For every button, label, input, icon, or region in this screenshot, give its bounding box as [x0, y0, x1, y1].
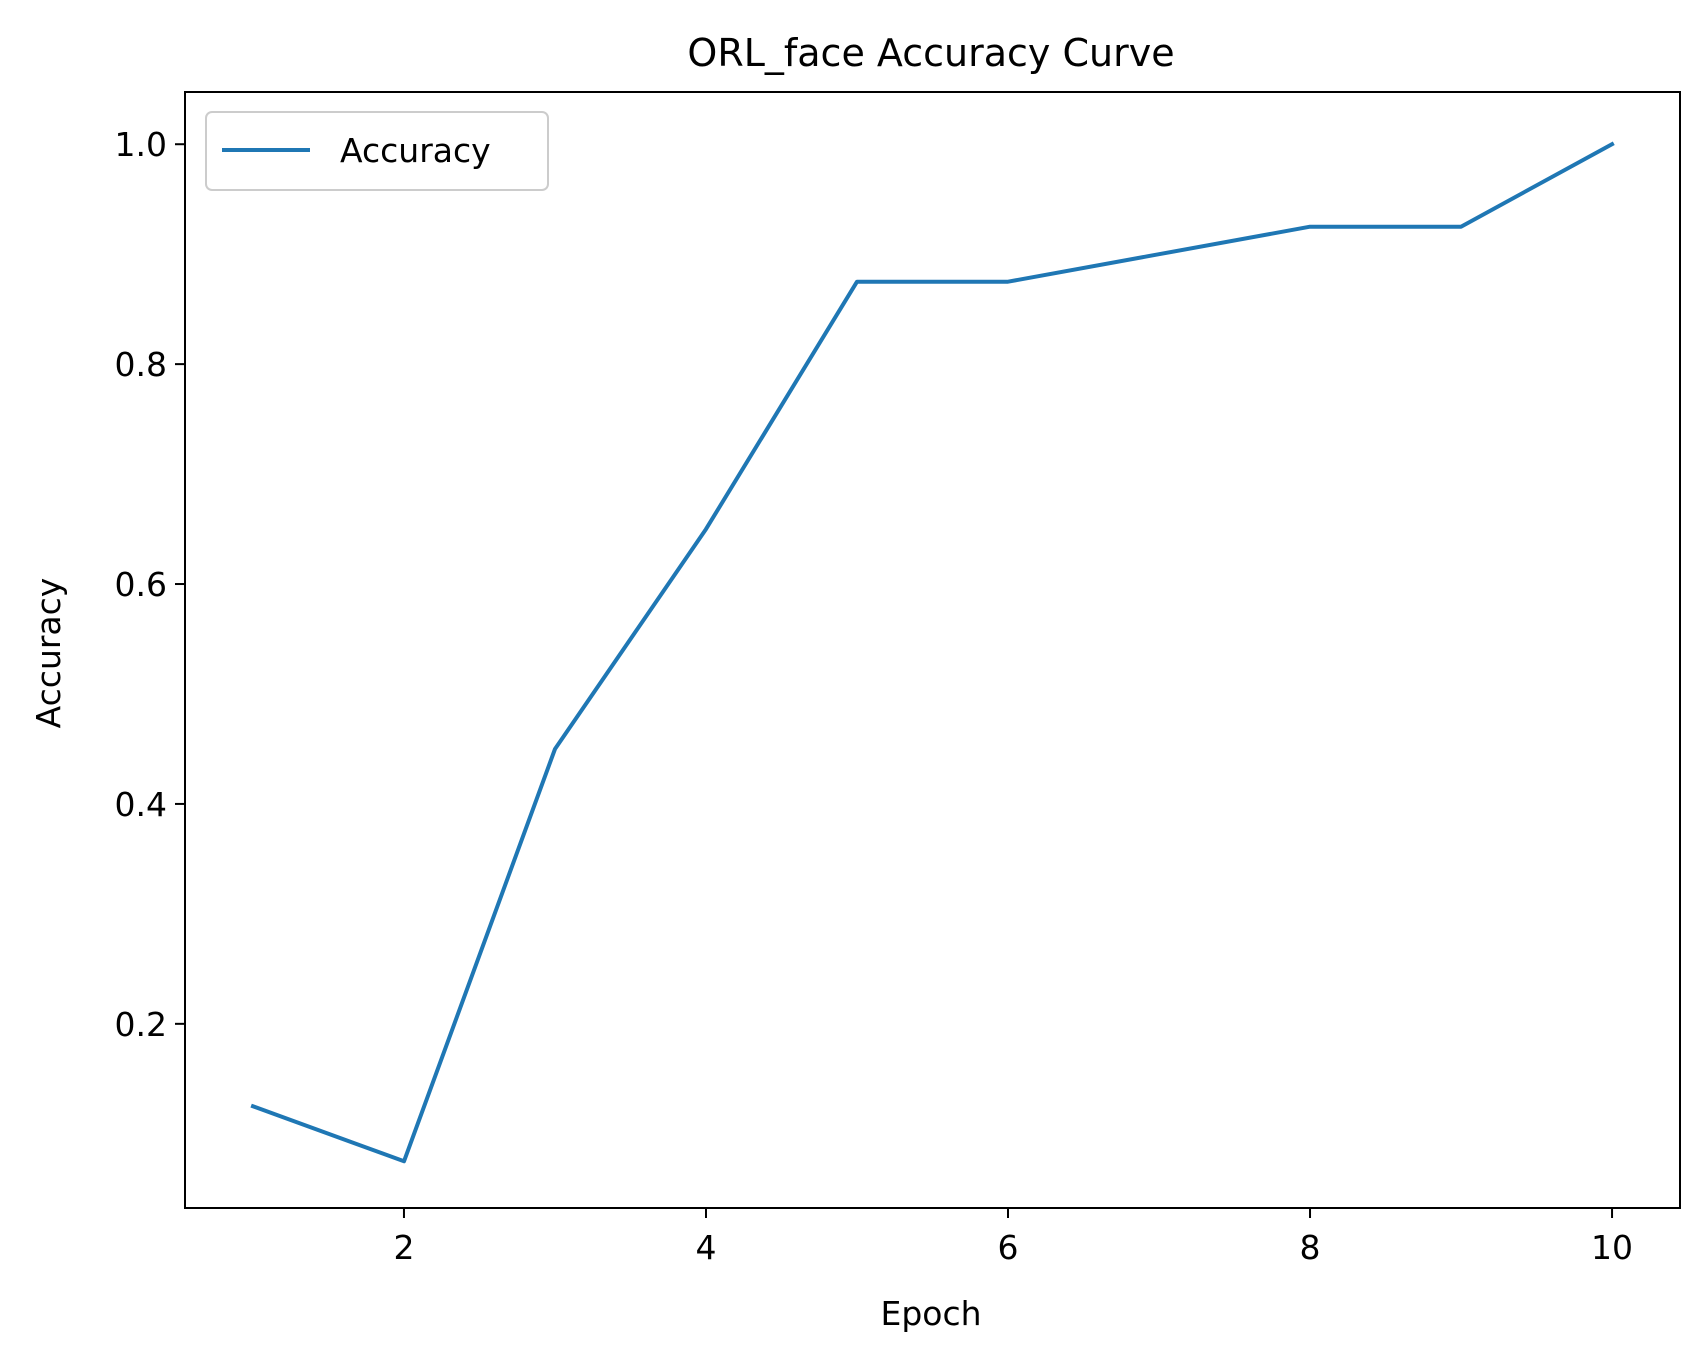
- series-line-accuracy: [250, 141, 1615, 1164]
- legend-label-accuracy: Accuracy: [340, 131, 491, 170]
- y-tick-label: 0.6: [115, 565, 167, 604]
- legend: Accuracy: [205, 111, 549, 191]
- y-tick-label: 0.2: [115, 1005, 167, 1044]
- chart-title: ORL_face Accuracy Curve: [687, 31, 1174, 75]
- x-axis-label: Epoch: [880, 1294, 981, 1333]
- x-tick-label: 2: [393, 1228, 414, 1267]
- legend-box: [205, 111, 549, 191]
- y-tick-label: 0.8: [115, 345, 167, 384]
- x-tick-label: 8: [1300, 1228, 1321, 1267]
- axes-frame: [184, 91, 1681, 1209]
- y-tick-label: 1.0: [115, 125, 167, 164]
- x-tick-label: 10: [1591, 1228, 1633, 1267]
- x-tick-label: 6: [998, 1228, 1019, 1267]
- x-tick-label: 4: [695, 1228, 716, 1267]
- plot-area: 2 4 6 8 10 0.2 0.4 0.6 0.8 1.0: [115, 91, 1681, 1267]
- y-axis-label: Accuracy: [29, 578, 68, 729]
- y-tick-label: 0.4: [115, 785, 167, 824]
